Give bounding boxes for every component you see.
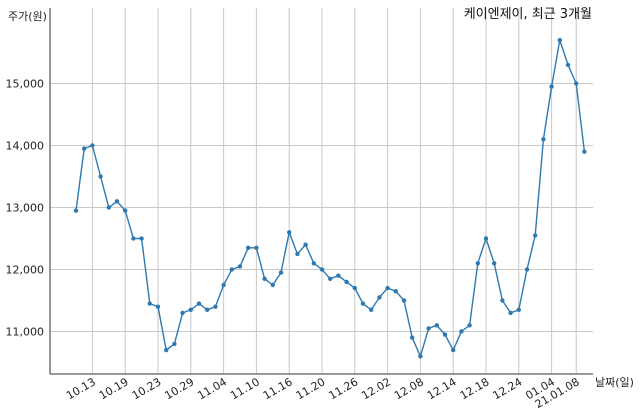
data-point (565, 62, 571, 68)
data-point (352, 285, 357, 291)
x-axis-label: 날짜(일) (595, 375, 634, 389)
data-point (196, 301, 202, 306)
data-point (328, 276, 333, 281)
data-point (393, 289, 398, 294)
data-point (237, 264, 243, 269)
data-point (311, 261, 316, 266)
y-tick-label: 15,000 (6, 78, 45, 91)
data-point (254, 245, 259, 250)
data-point (500, 298, 505, 303)
data-point (533, 233, 538, 238)
data-point (82, 146, 87, 151)
y-tick-label: 14,000 (6, 140, 45, 153)
x-tick-label: 11.04 (195, 375, 229, 402)
x-tick-label: 12.08 (392, 375, 426, 402)
data-point (106, 205, 112, 210)
data-point (114, 199, 120, 204)
x-tick-label: 10.19 (97, 375, 131, 402)
x-tick-label: 11.16 (261, 375, 295, 402)
data-point (229, 267, 234, 272)
data-point (524, 267, 530, 272)
x-tick-label: 10.29 (163, 375, 197, 402)
data-point (516, 307, 521, 312)
data-point (336, 273, 341, 278)
data-point (98, 174, 103, 179)
data-point (221, 282, 226, 288)
data-point (246, 245, 251, 250)
x-tick-label: 11.10 (228, 375, 262, 402)
x-tick-label: 11.26 (327, 375, 361, 402)
data-point (205, 307, 210, 312)
data-point (262, 276, 267, 281)
data-point (434, 323, 439, 328)
data-point (213, 304, 218, 309)
data-point (73, 208, 79, 213)
x-tick-label: 12.14 (425, 375, 459, 402)
data-point (574, 81, 579, 86)
data-point (278, 270, 284, 275)
x-tick-label: 12.24 (491, 375, 525, 402)
data-point (557, 37, 562, 43)
y-tick-label: 13,000 (6, 202, 45, 215)
chart-title: 케이엔제이, 최근 3개월 (464, 7, 592, 22)
x-tick-label: 11.20 (294, 375, 328, 402)
y-tick-label: 11,000 (6, 326, 45, 339)
data-point (459, 329, 464, 334)
x-tick-label: 10.13 (64, 375, 98, 402)
data-point (147, 301, 152, 306)
data-point (377, 295, 382, 300)
data-point (541, 137, 546, 142)
data-point (344, 279, 349, 285)
data-point (180, 310, 185, 316)
data-point (385, 285, 390, 291)
y-axis-label: 주가(원) (8, 10, 47, 23)
data-point (426, 326, 431, 331)
data-point (451, 347, 456, 353)
data-point (418, 354, 423, 359)
data-point (131, 236, 136, 241)
data-point (582, 149, 587, 154)
data-point (287, 230, 292, 235)
data-point (492, 261, 497, 266)
x-tick-label: 10.23 (130, 375, 164, 402)
data-point (467, 323, 472, 328)
data-point (549, 84, 554, 89)
x-tick-label: 12.02 (359, 375, 393, 402)
data-point (401, 298, 407, 303)
data-point (508, 310, 513, 316)
data-point (270, 282, 275, 288)
data-point (123, 208, 128, 213)
y-tick-label: 12,000 (6, 264, 45, 277)
data-point (360, 301, 366, 306)
data-point (172, 341, 177, 347)
data-point (475, 261, 480, 266)
x-tick-labels: 10.13 10.19 10.23 10.29 11.04 11.10 11.16 11.20… (64, 375, 582, 411)
data-point (188, 307, 193, 312)
data-point (483, 236, 489, 241)
data-series (73, 37, 587, 359)
price-line (75, 39, 586, 359)
axes (49, 8, 593, 375)
data-point (369, 307, 374, 312)
x-tick-label: 12.18 (458, 375, 492, 402)
data-point (410, 335, 415, 340)
data-point (319, 267, 325, 272)
data-point (164, 347, 169, 353)
y-tick-labels: 11,000 12,000 13,000 14,000 15,000 (6, 78, 45, 339)
data-point (442, 332, 448, 337)
gridlines (50, 8, 593, 374)
data-point (295, 251, 300, 257)
data-point (90, 143, 95, 148)
data-point (303, 242, 308, 247)
data-point (139, 236, 144, 241)
data-point (155, 304, 161, 309)
